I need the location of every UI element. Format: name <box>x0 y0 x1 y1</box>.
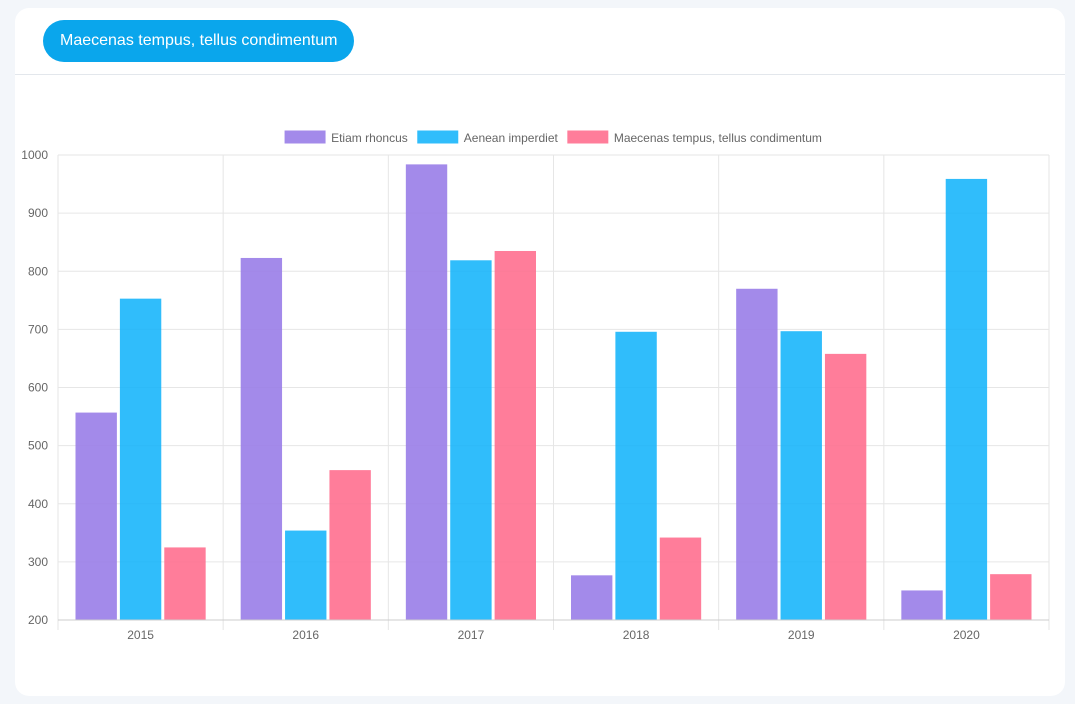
bar-3-2019 <box>824 353 867 621</box>
legend: Etiam rhoncus Aenean imperdiet Maecenas te… <box>284 130 822 145</box>
y-tick-label: 500 <box>28 439 48 453</box>
axes: 1000 900 800 700 600 500 400 300 200 2015 2016 2017… <box>21 148 1049 642</box>
y-tick-label: 800 <box>28 264 48 278</box>
bar-2-2019 <box>780 331 822 621</box>
y-tick-label: 400 <box>28 497 48 511</box>
bar-2-2015 <box>119 298 162 621</box>
x-tick-label: 2015 <box>127 628 154 642</box>
bar-3-2016 <box>329 470 371 621</box>
x-tick-label: 2016 <box>292 628 319 642</box>
tab-maecenas[interactable]: Maecenas tempus, tellus condimentum <box>43 20 355 62</box>
bar-1-2015 <box>75 412 117 621</box>
bar-3-2020 <box>990 574 1032 621</box>
y-tick-label: 600 <box>28 381 48 395</box>
bar-2-2017 <box>450 260 492 621</box>
y-tick-label: 700 <box>28 322 48 336</box>
bar-3-2018 <box>659 537 702 621</box>
legend-swatch-2 <box>417 130 459 144</box>
x-tick-label: 2018 <box>623 628 650 642</box>
bars <box>75 164 1032 621</box>
x-tick-label: 2017 <box>458 628 485 642</box>
bar-2-2018 <box>615 331 657 621</box>
legend-label: Aenean imperdiet <box>464 131 559 145</box>
bar-3-2017 <box>494 250 537 621</box>
y-tick-label: 200 <box>28 613 48 627</box>
bar-2-2016 <box>285 530 327 621</box>
legend-swatch-3 <box>567 130 609 144</box>
y-tick-label: 300 <box>28 555 48 569</box>
bar-2-2020 <box>945 178 988 621</box>
card-header: Maecenas tempus, tellus condimentum <box>15 8 1065 75</box>
x-tick-label: 2020 <box>953 628 980 642</box>
x-tick-label: 2019 <box>788 628 815 642</box>
bar-1-2019 <box>736 288 778 621</box>
bar-1-2016 <box>240 257 283 621</box>
bar-1-2017 <box>405 164 448 621</box>
bar-3-2015 <box>164 547 206 621</box>
y-tick-label: 1000 <box>21 148 48 162</box>
y-tick-label: 900 <box>28 206 48 220</box>
grid <box>57 154 1050 630</box>
legend-label: Etiam rhoncus <box>331 131 408 145</box>
bar-1-2018 <box>571 575 613 621</box>
bar-1-2020 <box>901 590 943 621</box>
legend-label: Maecenas tempus, tellus condimentum <box>614 131 822 145</box>
legend-swatch-1 <box>284 130 326 144</box>
